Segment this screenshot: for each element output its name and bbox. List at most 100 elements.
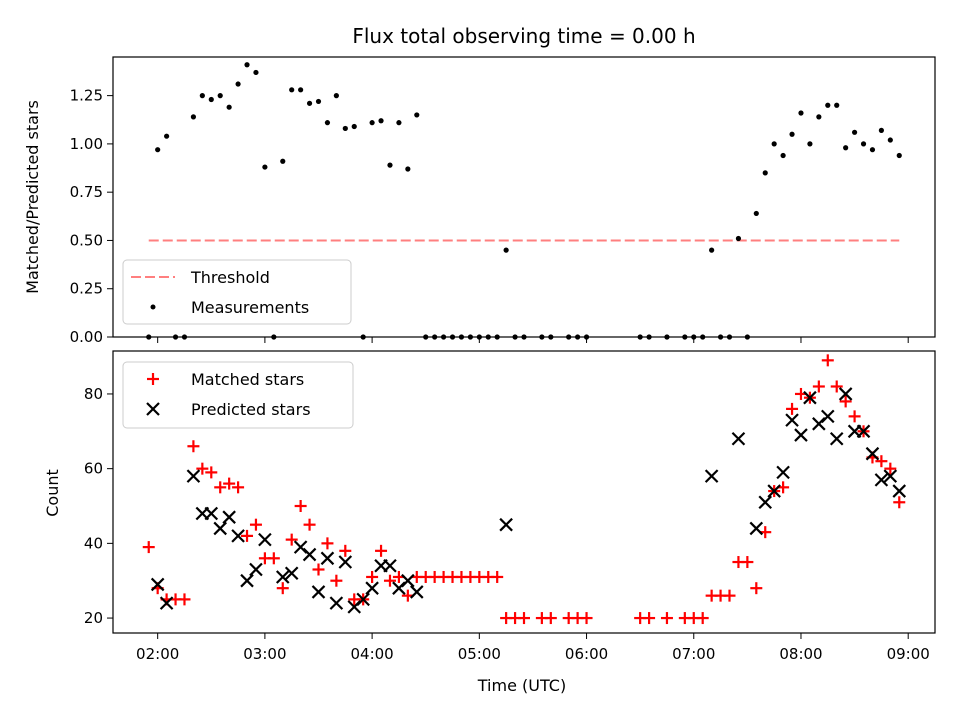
matched-point (187, 440, 200, 453)
legend-ratio: Threshold Measurements (122, 259, 352, 325)
x-axis-label: Time (UTC) (477, 676, 566, 695)
x-tick-label: 06:00 (565, 645, 608, 663)
predicted-point (231, 529, 245, 543)
measurement-point (351, 123, 357, 130)
predicted-point (767, 484, 781, 498)
y-axis-label-ratio: Matched/Predicted stars (23, 100, 42, 294)
predicted-point (302, 547, 317, 562)
predicted-point (329, 596, 344, 610)
matched-point (205, 466, 218, 479)
matched-point (241, 529, 254, 542)
legend-x-marker (146, 402, 160, 416)
legend-measurements-label: Measurements (191, 298, 309, 317)
measurement-point (709, 247, 715, 253)
predicted-point (365, 581, 379, 595)
y-tick-label: 0.50 (70, 231, 103, 249)
legend-matched-label: Matched stars (191, 370, 304, 389)
predicted-point (410, 585, 424, 599)
matched-point (491, 570, 504, 583)
measurement-point (262, 164, 268, 170)
predicted-point (338, 555, 353, 569)
predicted-point (311, 585, 326, 599)
predicted-point (186, 469, 201, 483)
matched-point (330, 574, 343, 587)
legend-matched-swatch (147, 373, 159, 385)
legend-threshold-label: Threshold (190, 268, 270, 287)
predicted-point (892, 484, 907, 498)
matched-point (294, 500, 307, 513)
legend-predicted-label: Predicted stars (191, 400, 311, 419)
measurement-point (306, 100, 313, 106)
legend-box-ratio (122, 259, 352, 325)
predicted-point (213, 521, 227, 536)
predicted-point (776, 465, 790, 480)
matched-point (696, 612, 709, 625)
predicted-point (320, 551, 335, 566)
matched-point (848, 410, 861, 423)
predicted-point (284, 566, 299, 581)
x-tick-label: 08:00 (779, 645, 822, 663)
measurement-point (887, 137, 893, 143)
y-tick-label: 1.25 (70, 87, 103, 105)
predicted-point (838, 387, 853, 401)
measurement-point (208, 96, 214, 103)
measurement-point (735, 235, 742, 242)
matched-point (884, 462, 897, 475)
predicted-point (785, 413, 799, 427)
predicted-point (865, 446, 880, 461)
matched-point (741, 556, 754, 569)
predicted-point (222, 510, 236, 524)
x-tick-label: 05:00 (458, 645, 501, 663)
measurement-point (396, 120, 402, 126)
x-tick-label: 03:00 (243, 645, 286, 663)
measurement-point (324, 120, 331, 126)
matched-point (750, 582, 763, 595)
predicted-point (356, 592, 370, 607)
matched-point (142, 541, 155, 554)
measurement-point (851, 129, 858, 135)
ratio-panel: Flux total observing time = 0.00 h Match… (23, 24, 936, 346)
measurement-point (789, 131, 795, 137)
matched-point (285, 533, 298, 546)
measurement-point (869, 147, 876, 153)
chart-title: Flux total observing time = 0.00 h (352, 24, 695, 48)
measurement-point (753, 210, 759, 217)
measurement-point (199, 93, 205, 99)
predicted-point (240, 573, 254, 588)
predicted-point (704, 469, 719, 483)
legend-plus-marker (147, 373, 159, 385)
measurement-point (762, 170, 768, 176)
matched-point (580, 612, 593, 625)
matched-point (383, 574, 396, 587)
measurement-point (405, 166, 411, 172)
count-points (142, 354, 907, 625)
matched-point (339, 544, 352, 557)
ratio-plot-frame (112, 56, 936, 338)
matched-point (312, 563, 325, 576)
measurement-point (771, 141, 777, 147)
y-tick-label: 20 (84, 609, 103, 627)
predicted-point (150, 577, 165, 592)
predicted-point (249, 562, 263, 577)
matched-point (643, 612, 656, 625)
predicted-point (258, 532, 272, 547)
predicted-point (758, 495, 773, 510)
matched-point (544, 612, 557, 625)
measurement-point (342, 125, 348, 132)
measurement-point (217, 93, 223, 99)
measurement-point (503, 247, 509, 253)
x-axis-count: 02:00 03:00 04:00 05:00 06:00 07:00 08:00 09:00 (136, 633, 930, 663)
predicted-point (803, 390, 817, 405)
measurement-point (843, 145, 849, 151)
y-tick-label: 0.75 (70, 183, 103, 201)
measurement-point (387, 162, 393, 168)
matched-point (723, 589, 736, 602)
measurement-point (289, 87, 295, 93)
matched-point (276, 582, 289, 595)
measurement-point (155, 147, 161, 153)
x-ticks-ratio (157, 337, 909, 343)
measurement-point (378, 118, 384, 124)
x-tick-label: 09:00 (887, 645, 930, 663)
y-tick-label: 0.00 (70, 328, 103, 346)
matched-point (518, 612, 530, 625)
